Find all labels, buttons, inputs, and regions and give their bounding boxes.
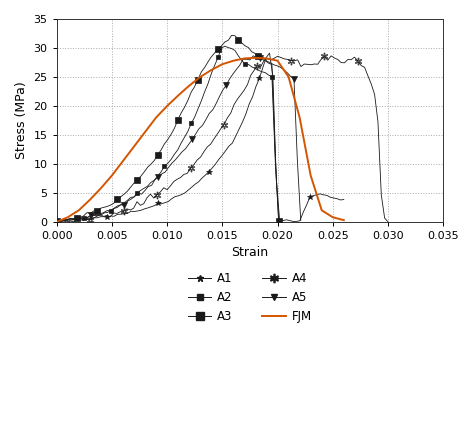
A2 xyxy=(88,214,93,219)
A3 xyxy=(81,213,86,219)
A2 xyxy=(54,219,60,225)
A1 xyxy=(267,51,273,56)
A2 xyxy=(263,70,268,75)
FJM xyxy=(275,58,281,64)
FJM xyxy=(308,173,313,178)
A1 xyxy=(304,202,310,207)
A2 xyxy=(222,44,228,49)
A4 xyxy=(362,65,367,70)
A5 xyxy=(271,62,276,67)
Line: FJM: FJM xyxy=(57,58,344,222)
FJM xyxy=(230,58,236,64)
Line: A5: A5 xyxy=(54,53,303,224)
A2 xyxy=(81,216,86,221)
A5 xyxy=(250,53,256,58)
A1 xyxy=(64,218,70,223)
FJM xyxy=(297,115,302,120)
A1 xyxy=(71,219,76,224)
A1 xyxy=(196,179,201,184)
FJM xyxy=(54,219,60,225)
Legend: A1, A2, A3, A4, A5, FJM: A1, A2, A3, A4, A5, FJM xyxy=(184,268,316,326)
FJM xyxy=(109,173,115,178)
FJM xyxy=(65,215,71,220)
Line: A3: A3 xyxy=(53,32,282,226)
A4 xyxy=(251,68,257,73)
A3 xyxy=(222,39,228,44)
X-axis label: Strain: Strain xyxy=(231,247,268,260)
A4 xyxy=(385,219,391,225)
A4 xyxy=(54,219,60,225)
A4 xyxy=(131,206,137,211)
FJM xyxy=(98,186,104,191)
FJM xyxy=(186,83,192,88)
A1 xyxy=(57,219,63,225)
FJM xyxy=(175,93,181,98)
A3 xyxy=(276,218,282,223)
A2 xyxy=(225,45,231,50)
A5 xyxy=(111,206,117,211)
FJM xyxy=(153,115,159,120)
FJM xyxy=(341,218,346,223)
A3 xyxy=(263,58,268,64)
A1 xyxy=(341,197,346,202)
A2 xyxy=(145,184,150,189)
A1 xyxy=(280,218,286,223)
FJM xyxy=(286,74,292,79)
FJM xyxy=(164,103,170,108)
A2 xyxy=(155,174,160,179)
FJM xyxy=(120,159,126,164)
A3 xyxy=(88,211,93,216)
FJM xyxy=(197,74,203,79)
FJM xyxy=(219,62,225,67)
FJM xyxy=(330,215,336,220)
A5 xyxy=(179,149,185,154)
A3 xyxy=(155,152,160,158)
FJM xyxy=(209,67,214,73)
A4 xyxy=(328,53,334,58)
FJM xyxy=(87,197,93,203)
A1 xyxy=(54,219,60,224)
Line: A4: A4 xyxy=(53,52,392,226)
A3 xyxy=(54,219,60,225)
Y-axis label: Stress (MPa): Stress (MPa) xyxy=(15,82,28,159)
A5 xyxy=(54,219,60,224)
FJM xyxy=(319,208,325,213)
A5 xyxy=(281,67,287,73)
A4 xyxy=(225,115,230,121)
A5 xyxy=(298,218,303,223)
FJM xyxy=(253,55,258,60)
FJM xyxy=(242,56,247,61)
A3 xyxy=(145,165,150,170)
A3 xyxy=(229,33,235,38)
A1 xyxy=(88,216,93,221)
FJM xyxy=(76,208,82,213)
Line: A2: A2 xyxy=(55,44,281,224)
A5 xyxy=(57,219,63,224)
A4 xyxy=(372,92,377,97)
A2 xyxy=(276,219,282,224)
A5 xyxy=(264,59,270,64)
FJM xyxy=(142,130,148,135)
FJM xyxy=(131,144,137,149)
FJM xyxy=(264,56,269,61)
A5 xyxy=(138,191,144,197)
A4 xyxy=(118,209,123,214)
Line: A1: A1 xyxy=(54,51,346,225)
